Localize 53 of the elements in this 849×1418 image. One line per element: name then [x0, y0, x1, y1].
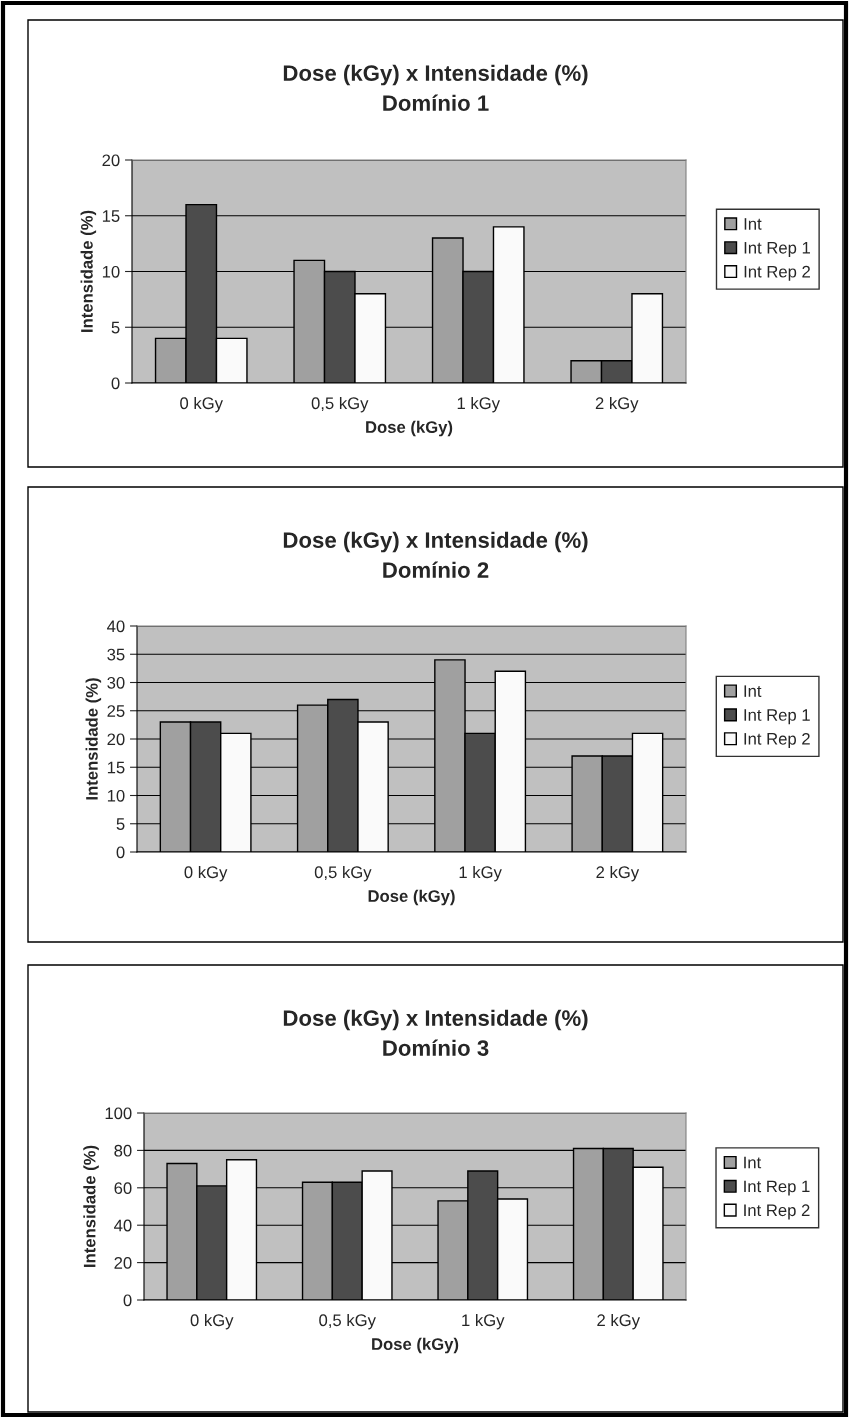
x-tick-label: 1 kGy [462, 1313, 505, 1330]
x-tick-label: 0 kGy [180, 396, 223, 413]
y-tick-label: 15 [102, 210, 120, 222]
y-tick-label: 80 [114, 1144, 132, 1157]
legend-label: Int Rep 2 [744, 1204, 810, 1220]
legend-label: Int Rep 1 [744, 709, 810, 725]
y-tick-label: 5 [111, 321, 120, 334]
legend-label: Int Rep 1 [744, 242, 810, 257]
x-tick-label: 0,5 kGy [314, 865, 372, 882]
legend-label: Int [744, 1156, 762, 1169]
y-tick-label: 0 [111, 377, 120, 390]
y-tick-label: 20 [102, 154, 120, 167]
chart-subtitle: Domínio 2 [383, 561, 489, 578]
x-tick-label: 0,5 kGy [311, 396, 369, 413]
y-tick-label: 100 [105, 1107, 132, 1120]
y-axis-title: Intensidade (%) [80, 210, 97, 332]
y-tick-label: 25 [107, 705, 125, 717]
chart-title: Dose (kGy) x Intensidade (%) [283, 64, 588, 86]
x-tick-label: 2 kGy [596, 865, 640, 882]
x-tick-label: 2 kGy [595, 396, 639, 413]
y-tick-label: 0 [116, 846, 125, 859]
y-tick-label: 60 [114, 1182, 132, 1194]
y-tick-label: 20 [107, 733, 125, 746]
chart-title: Dose (kGy) x Intensidade (%) [283, 1009, 588, 1031]
x-tick-label: 2 kGy [597, 1313, 640, 1330]
y-tick-label: 35 [107, 648, 125, 661]
x-axis-title: Dose (kGy) [366, 420, 453, 437]
y-tick-label: 40 [107, 620, 125, 633]
y-tick-label: 10 [107, 789, 125, 802]
y-axis-title: Intensidade (%) [85, 678, 102, 800]
x-tick-label: 0,5 kGy [319, 1313, 376, 1330]
x-axis-title: Dose (kGy) [368, 889, 455, 906]
legend-label: Int Rep 2 [744, 732, 810, 749]
chart-subtitle: Domínio 1 [383, 94, 489, 111]
y-tick-label: 40 [114, 1219, 132, 1232]
chart-subtitle: Domínio 3 [383, 1039, 489, 1056]
legend-label: Int [744, 685, 762, 697]
y-tick-label: 15 [107, 761, 125, 774]
x-axis-title: Dose (kGy) [372, 1337, 459, 1354]
x-tick-label: 1 kGy [457, 396, 500, 413]
y-tick-label: 10 [102, 265, 120, 278]
y-axis-title: Intensidade (%) [83, 1145, 99, 1267]
y-tick-label: 0 [123, 1294, 132, 1307]
x-tick-label: 0 kGy [184, 865, 228, 882]
x-tick-label: 1 kGy [459, 865, 502, 882]
chart-title: Dose (kGy) x Intensidade (%) [283, 531, 588, 553]
y-tick-label: 5 [116, 818, 125, 830]
y-tick-label: 20 [114, 1257, 132, 1269]
legend-label: Int Rep 1 [744, 1180, 810, 1196]
x-tick-label: 0 kGy [190, 1313, 234, 1330]
legend-label: Int Rep 2 [744, 265, 810, 281]
legend-label: Int [744, 218, 762, 230]
y-tick-label: 30 [107, 676, 125, 689]
